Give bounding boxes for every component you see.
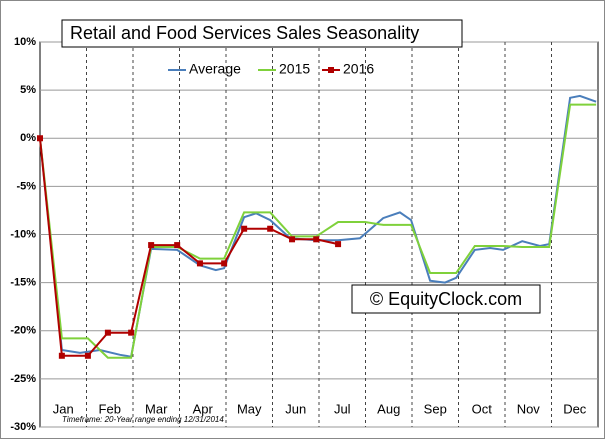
x-tick-label: Mar (145, 401, 168, 416)
x-tick-label: Jan (53, 401, 74, 416)
y-tick-label: -25% (10, 373, 36, 385)
point-marker (313, 236, 320, 243)
legend-label: 2015 (279, 61, 310, 77)
x-tick-label: Jun (285, 401, 306, 416)
x-tick-label: May (237, 401, 262, 416)
x-tick-label: Apr (193, 401, 214, 416)
point-marker (335, 241, 342, 248)
chart-title: Retail and Food Services Sales Seasonali… (70, 23, 419, 43)
y-tick-label: 5% (20, 84, 36, 96)
point-marker (221, 260, 228, 267)
y-tick-label: -15% (10, 277, 36, 289)
x-tick-label: Sep (424, 401, 447, 416)
point-marker (174, 242, 181, 249)
x-tick-label: Aug (377, 401, 400, 416)
point-marker (289, 236, 296, 243)
point-marker (241, 225, 248, 232)
legend-marker (328, 67, 334, 73)
x-tick-label: Feb (99, 401, 121, 416)
series-line (39, 138, 339, 357)
point-marker (128, 329, 135, 336)
y-tick-label: -5% (16, 180, 36, 192)
x-tick-label: Oct (472, 401, 493, 416)
legend-label: 2016 (343, 61, 374, 77)
point-marker (37, 135, 43, 142)
y-tick-label: -20% (10, 325, 36, 337)
watermark-box (351, 284, 541, 314)
y-tick-label: 0% (20, 132, 36, 144)
point-marker (84, 352, 91, 359)
point-marker (58, 352, 65, 359)
point-marker (267, 225, 274, 232)
x-tick-label: Nov (517, 401, 541, 416)
point-marker (196, 260, 203, 267)
y-tick-label: 10% (14, 36, 36, 48)
x-tick-label: Jul (334, 401, 351, 416)
watermark: © EquityClock.com (370, 289, 522, 309)
y-tick-label: -30% (10, 421, 36, 433)
legend-label: Average (189, 61, 241, 77)
footnote: Timeframe: 20-Year range ending 12/31/20… (62, 415, 224, 424)
y-tick-label: -10% (10, 228, 36, 240)
title-box (61, 19, 463, 48)
x-tick-label: Dec (563, 401, 587, 416)
point-marker (104, 329, 111, 336)
point-marker (148, 242, 155, 249)
